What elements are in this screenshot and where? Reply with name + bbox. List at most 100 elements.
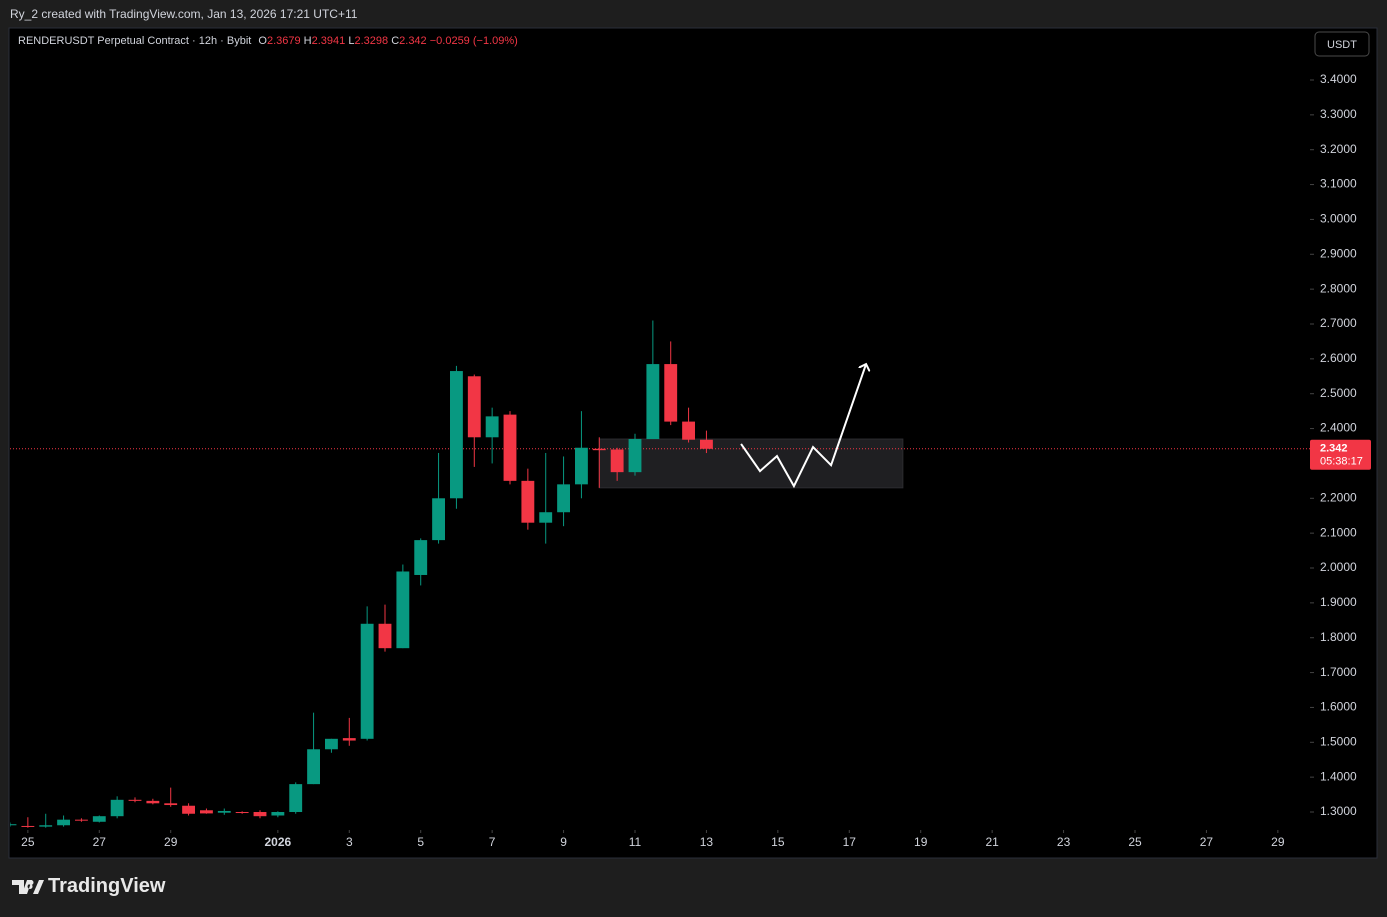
candle-body <box>146 800 160 804</box>
candle-body <box>128 799 142 801</box>
candle-body <box>664 364 678 422</box>
y-tick-label: 3.4000 <box>1320 72 1357 86</box>
y-tick-label: 1.5000 <box>1320 734 1357 748</box>
projection-path <box>740 364 866 489</box>
candle-body <box>485 416 499 438</box>
y-tick-label: 2.7000 <box>1320 316 1357 330</box>
brand: TradingView <box>48 875 166 897</box>
ohlc-label: H <box>303 35 312 47</box>
y-tick-label: 2.5000 <box>1320 386 1357 400</box>
price-tag <box>1310 439 1371 470</box>
y-tick-label: 3.3000 <box>1320 107 1357 121</box>
y-tick-label: 3.1000 <box>1320 177 1357 191</box>
candle-body <box>75 819 88 821</box>
candle-body <box>57 819 70 826</box>
candle-body <box>307 749 320 785</box>
x-tick-label: 3 <box>346 835 353 849</box>
ohlc-value: 2.3679 <box>266 35 301 47</box>
candle-body <box>450 371 463 499</box>
candle-body <box>92 816 106 822</box>
candle-body <box>360 623 374 739</box>
x-tick-label: 13 <box>700 835 714 849</box>
x-tick-label: 25 <box>1128 835 1142 849</box>
symbol-title: RENDERUSDT Perpetual Contract · 12h · By… <box>18 35 252 47</box>
tv-logo <box>12 880 44 894</box>
ohlc-label: O <box>258 35 267 47</box>
candle-body <box>557 484 570 513</box>
candle-body <box>289 784 303 813</box>
ohlc-label: C <box>391 35 400 47</box>
candle-body <box>200 810 213 814</box>
x-tick-label: 29 <box>1271 835 1285 849</box>
y-tick-label: 2.2000 <box>1320 490 1357 504</box>
author-line: Ry_2 created with TradingView.com, Jan 1… <box>10 7 358 21</box>
ohlc-value: 2.3298 <box>354 35 389 47</box>
candle-body <box>325 738 338 750</box>
y-tick-label: 1.8000 <box>1320 630 1357 644</box>
x-tick-label: 21 <box>985 835 999 849</box>
candle-body <box>253 812 267 817</box>
candle-body <box>700 439 713 449</box>
candle-body <box>271 812 285 816</box>
y-tick-label: 3.2000 <box>1320 142 1357 156</box>
candle-body <box>628 439 642 473</box>
y-tick-label: 2.6000 <box>1320 351 1357 365</box>
candle-body <box>646 364 660 440</box>
x-tick-label: 29 <box>164 835 178 849</box>
candle-body <box>110 799 124 817</box>
candle-body <box>575 447 588 485</box>
candle-body <box>182 805 195 814</box>
candle-body <box>539 512 553 523</box>
y-tick-label: 1.7000 <box>1320 665 1357 679</box>
plot-area <box>10 320 1310 828</box>
candle-body <box>432 498 445 541</box>
x-tick-label: 7 <box>489 835 496 849</box>
x-tick-label: 5 <box>417 835 424 849</box>
y-tick-label: 1.3000 <box>1320 804 1357 818</box>
change: −0.0259 (−1.09%) <box>429 35 518 47</box>
candle-body <box>467 376 481 438</box>
y-tick-label: 2.8000 <box>1320 281 1357 295</box>
x-tick-label: 9 <box>560 835 567 849</box>
candle-body <box>682 421 695 440</box>
candle-body <box>396 571 410 649</box>
currency-button[interactable] <box>1314 31 1370 57</box>
countdown: 05:38:17 <box>1320 456 1363 468</box>
y-tick-label: 2.1000 <box>1320 525 1357 539</box>
candle-body <box>21 825 35 827</box>
candle-body <box>610 449 624 473</box>
x-tick-label: 15 <box>771 835 785 849</box>
y-tick-label: 1.4000 <box>1320 769 1357 783</box>
currency: USDT <box>1327 39 1357 51</box>
candle-body <box>217 810 231 813</box>
x-tick-label: 2026 <box>265 835 292 849</box>
ohlc-value: 2.342 <box>399 35 427 47</box>
x-tick-label: 25 <box>21 835 35 849</box>
candle-body <box>378 623 392 649</box>
y-tick-label: 1.6000 <box>1320 700 1357 714</box>
x-tick-label: 27 <box>1200 835 1214 849</box>
candle-body <box>164 803 178 806</box>
x-tick-label: 23 <box>1057 835 1071 849</box>
candle-body <box>592 448 606 451</box>
y-tick-label: 2.9000 <box>1320 246 1357 260</box>
candle-body <box>342 738 356 741</box>
candle-body <box>39 825 53 827</box>
candle-body <box>235 812 249 814</box>
y-tick-label: 2.4000 <box>1320 421 1357 435</box>
legend: RENDERUSDT Perpetual Contract · 12h · By… <box>18 35 518 47</box>
x-tick-label: 27 <box>93 835 107 849</box>
ohlc-label: L <box>348 35 355 47</box>
x-tick-label: 11 <box>629 835 642 849</box>
y-tick-label: 2.0000 <box>1320 560 1357 574</box>
x-tick-label: 17 <box>843 835 857 849</box>
y-tick-label: 1.9000 <box>1320 595 1357 609</box>
candle-body <box>503 414 517 481</box>
y-tick-label: 3.0000 <box>1320 212 1357 226</box>
x-tick-label: 19 <box>914 835 928 849</box>
candle-body <box>521 480 535 523</box>
ohlc-value: 2.3941 <box>311 35 346 47</box>
candle-body <box>414 540 428 575</box>
